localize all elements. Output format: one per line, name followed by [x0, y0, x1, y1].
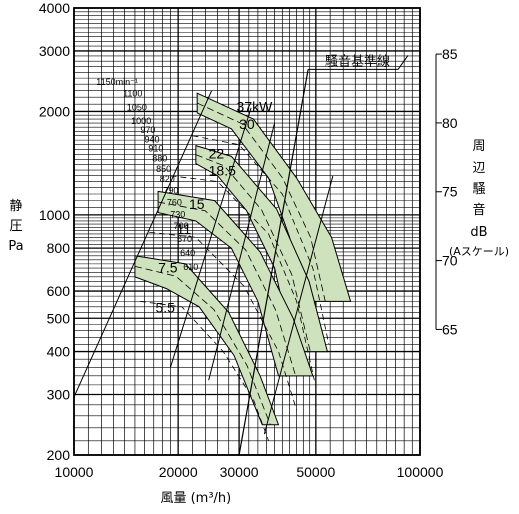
- x-tick-label: 20000: [159, 464, 198, 480]
- series-centre-curve: [134, 265, 271, 425]
- rpm-label: 640: [180, 248, 195, 258]
- db-axis-title: 騒: [472, 182, 485, 197]
- db-axis-title: 辺: [472, 161, 485, 176]
- noise-baseline-label: 騒音基準線: [325, 53, 390, 69]
- y-tick-label: 3000: [39, 43, 70, 59]
- series-centre-curve: [197, 102, 326, 302]
- rpm-label: 670: [177, 234, 192, 244]
- series-band-7-5: [134, 255, 280, 426]
- db-axis-title: 周: [472, 139, 485, 154]
- system-line: [169, 107, 252, 368]
- db-axis-title: 音: [472, 202, 485, 218]
- series-label: 22: [209, 145, 225, 161]
- rpm-label: 820: [160, 174, 175, 184]
- rpm-label: 850: [156, 164, 171, 174]
- db-tick-label: 75: [442, 184, 458, 200]
- rpm-label: 730: [170, 209, 185, 219]
- y-tick-label: 800: [47, 240, 71, 256]
- noise-baseline-leader: [397, 55, 409, 70]
- system-line: [208, 122, 276, 381]
- db-axis-title: (Aスケール): [449, 245, 509, 258]
- power-label: 5.5: [155, 299, 175, 315]
- series-label: 15: [189, 196, 205, 212]
- series-label: 7.5: [158, 259, 178, 275]
- x-tick-label: 30000: [220, 464, 259, 480]
- system-line: [263, 175, 334, 435]
- db-tick-label: 70: [442, 253, 458, 269]
- power-dashed-curve: [139, 300, 269, 441]
- x-tick-label: 50000: [296, 464, 335, 480]
- y-axis-title: 静: [9, 199, 22, 214]
- chart-labels: 10000 20000 30000 50000 100000 200 300 400 500 60…: [8, 0, 509, 506]
- rpm-label: 910: [148, 144, 163, 154]
- rpm-label: 970: [140, 125, 155, 135]
- series-band-15: [157, 190, 314, 377]
- y-tick-label: 200: [47, 447, 71, 463]
- noise-baseline: [238, 69, 309, 456]
- power-dashed-curve: [192, 135, 330, 345]
- power-dashed-curve: [149, 231, 298, 411]
- power-dashed-curve: [170, 175, 315, 381]
- rpm-label: 1100: [123, 89, 142, 99]
- system-line: [73, 90, 213, 398]
- rpm-label: 1150min⁻¹: [96, 77, 138, 87]
- rpm-label: 880: [152, 153, 167, 163]
- y-tick-label: 2000: [39, 103, 70, 119]
- y-axis-title: Pa: [8, 239, 23, 254]
- x-axis-title: 風量 (m³/h): [160, 491, 231, 506]
- power-label: 18.5: [209, 163, 236, 179]
- power-label: 11: [177, 221, 192, 237]
- y-tick-label: 600: [47, 283, 71, 299]
- series-bands: [134, 92, 352, 426]
- series-centre-curve: [158, 201, 297, 376]
- rpm-label: 700: [174, 221, 189, 231]
- x-tick-label: 10000: [55, 464, 94, 480]
- dashed-curves: [134, 102, 330, 441]
- db-tick-label: 85: [442, 46, 458, 62]
- y-axis-title: 圧: [9, 219, 22, 234]
- series-label: 37kW: [237, 98, 274, 114]
- y-tick-label: 4000: [39, 0, 70, 16]
- rpm-label: 1000: [131, 116, 151, 126]
- x-tick-label: 100000: [397, 464, 444, 480]
- db-tick-label: 80: [442, 115, 458, 131]
- rpm-label: 790: [163, 186, 178, 196]
- y-tick-label: 400: [47, 344, 71, 360]
- y-tick-label: 500: [47, 310, 71, 326]
- db-tick-label: 65: [442, 321, 458, 337]
- rpm-label: 940: [144, 134, 159, 144]
- series-centre-curve: [195, 154, 311, 352]
- rpm-label: 610: [183, 262, 198, 272]
- power-label: 30: [239, 116, 255, 132]
- db-axis-title: dB: [470, 225, 487, 240]
- guide-lines: [73, 53, 442, 456]
- rpm-label: 760: [167, 197, 182, 207]
- y-tick-label: 300: [47, 386, 71, 402]
- rpm-label: 1050: [127, 102, 147, 112]
- y-tick-label: 1000: [39, 207, 70, 223]
- plot-frame: [73, 7, 421, 456]
